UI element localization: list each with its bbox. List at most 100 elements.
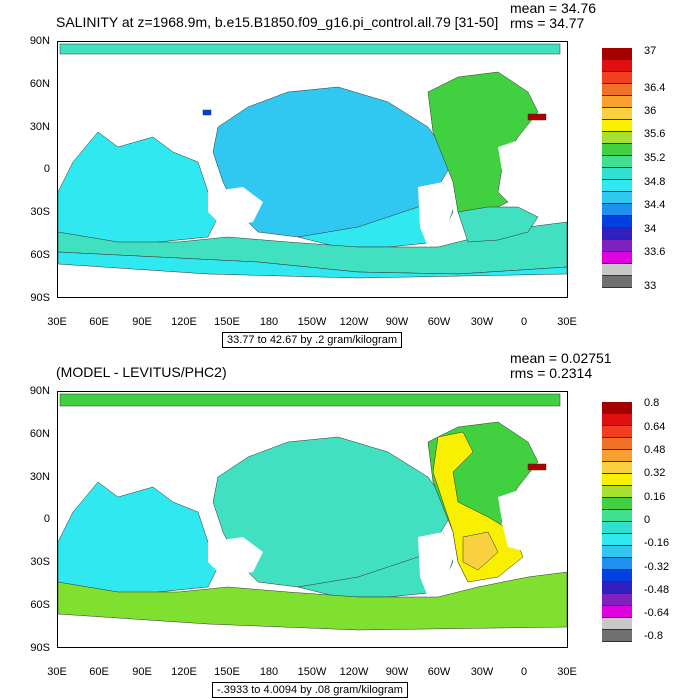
colorbar-cell [602, 156, 632, 168]
colorbar-cell [602, 108, 632, 120]
colorbar-label: 34 [644, 223, 657, 235]
difference-panel: (MODEL - LEVITUS/PHC2) mean = 0.02751 rm… [0, 350, 700, 700]
colorbar-label: 33.6 [644, 246, 666, 258]
y-tick: 90S [30, 292, 50, 304]
x-tick: 60W [427, 666, 451, 678]
x-tick: 30E [557, 666, 577, 678]
colorbar-label: 36.4 [644, 82, 666, 94]
y-tick: 60N [29, 78, 50, 90]
colorbar-label: 33 [644, 280, 657, 292]
indian-ocean [58, 481, 219, 603]
x-tick: 90E [132, 316, 152, 328]
salinity-panel: SALINITY at z=1968.9m, b.e15.B1850.f09_g… [29, 0, 666, 348]
colorbar-label: -0.8 [644, 630, 663, 642]
colorbar-cell [602, 402, 632, 414]
colorbar-cell [602, 582, 632, 594]
x-tick: 30W [470, 316, 494, 328]
colorbar-cell [602, 60, 632, 72]
colorbar-label: 34.4 [644, 199, 666, 211]
x-tick: 0 [520, 666, 528, 678]
x-tick: 180 [259, 666, 279, 678]
colorbar [602, 402, 632, 642]
australia-land [208, 537, 263, 577]
arctic-region [59, 393, 561, 407]
mean-label: mean = 0.02751 [510, 350, 612, 366]
x-tick: 150E [214, 666, 240, 678]
colorbar-label: -0.32 [644, 561, 670, 573]
colorbar-label: 0.8 [644, 397, 660, 409]
x-tick: 150W [297, 316, 327, 328]
africa-land [498, 137, 567, 217]
arctic-region [59, 43, 561, 55]
map-plot [57, 391, 568, 648]
colorbar-cell [602, 264, 632, 276]
x-tick: 0 [520, 316, 528, 328]
atlantic-hotspot [462, 531, 499, 571]
panel-title: SALINITY at z=1968.9m, b.e15.B1850.f09_g… [56, 14, 499, 30]
y-tick: 30N [29, 121, 50, 133]
x-tick: 120E [171, 316, 197, 328]
colorbar-label: 37 [644, 45, 657, 57]
colorbar-label: 35.2 [644, 152, 666, 164]
colorbar-cell [602, 618, 632, 630]
colorbar-cell [602, 168, 632, 180]
colorbar-cell [602, 570, 632, 582]
rms-label: rms = 0.2314 [510, 365, 593, 381]
colorbar-label: 0.16 [644, 491, 666, 503]
colorbar-label: 0.64 [644, 421, 666, 433]
indian-ocean [58, 131, 219, 253]
colorbar-label: 36 [644, 105, 657, 117]
x-tick: 30E [557, 316, 577, 328]
colorbar-cell [602, 486, 632, 498]
x-tick: 150W [297, 666, 327, 678]
labrador-spot [202, 109, 212, 116]
x-tick: 90E [132, 666, 152, 678]
colorbar [602, 48, 632, 288]
colorbar-cell [602, 132, 632, 144]
southern-ocean-cyan [58, 251, 567, 279]
mean-label: mean = 34.76 [510, 0, 597, 16]
x-tick: 120W [339, 316, 369, 328]
y-tick: 90N [29, 385, 50, 397]
colorbar-cell [602, 414, 632, 426]
x-tick: 60E [89, 666, 109, 678]
colorbar-cell [602, 558, 632, 570]
colorbar-cell [602, 462, 632, 474]
colorbar-label: -0.48 [644, 584, 670, 596]
colorbar-cell [602, 450, 632, 462]
y-tick: 90N [29, 35, 50, 47]
colorbar-cell [602, 594, 632, 606]
colorbar-cell [602, 192, 632, 204]
atlantic-anomaly [432, 431, 524, 583]
colorbar-cell [602, 216, 632, 228]
x-tick: 60W [427, 316, 451, 328]
x-tick: 90W [385, 316, 409, 328]
x-tick: 180 [259, 316, 279, 328]
colorbar-cell [602, 522, 632, 534]
colorbar-label: 35.6 [644, 128, 666, 140]
difference-map [58, 393, 567, 631]
colorbar-label: -0.16 [644, 537, 670, 549]
colorbar-label: 34.8 [644, 176, 666, 188]
x-tick: 90W [385, 666, 409, 678]
colorbar-label: 0 [644, 514, 651, 526]
colorbar-cell [602, 252, 632, 264]
colorbar-cell [602, 546, 632, 558]
x-tick: 60E [89, 316, 109, 328]
x-tick: 30W [470, 666, 494, 678]
y-tick: 30S [30, 556, 50, 568]
salinity-map [58, 43, 567, 279]
x-tick: 150E [214, 316, 240, 328]
x-tick: 120W [339, 666, 369, 678]
colorbar-cell [602, 630, 632, 642]
south-america-land [418, 532, 453, 597]
colorbar-cell [602, 534, 632, 546]
x-tick: 30E [47, 316, 67, 328]
map-plot [57, 41, 568, 298]
y-tick: 30N [29, 471, 50, 483]
colorbar-cell [602, 276, 632, 288]
y-tick: 0 [43, 513, 50, 525]
atlantic-south [457, 206, 539, 243]
africa-land [498, 487, 567, 567]
atlantic-north [427, 71, 539, 233]
